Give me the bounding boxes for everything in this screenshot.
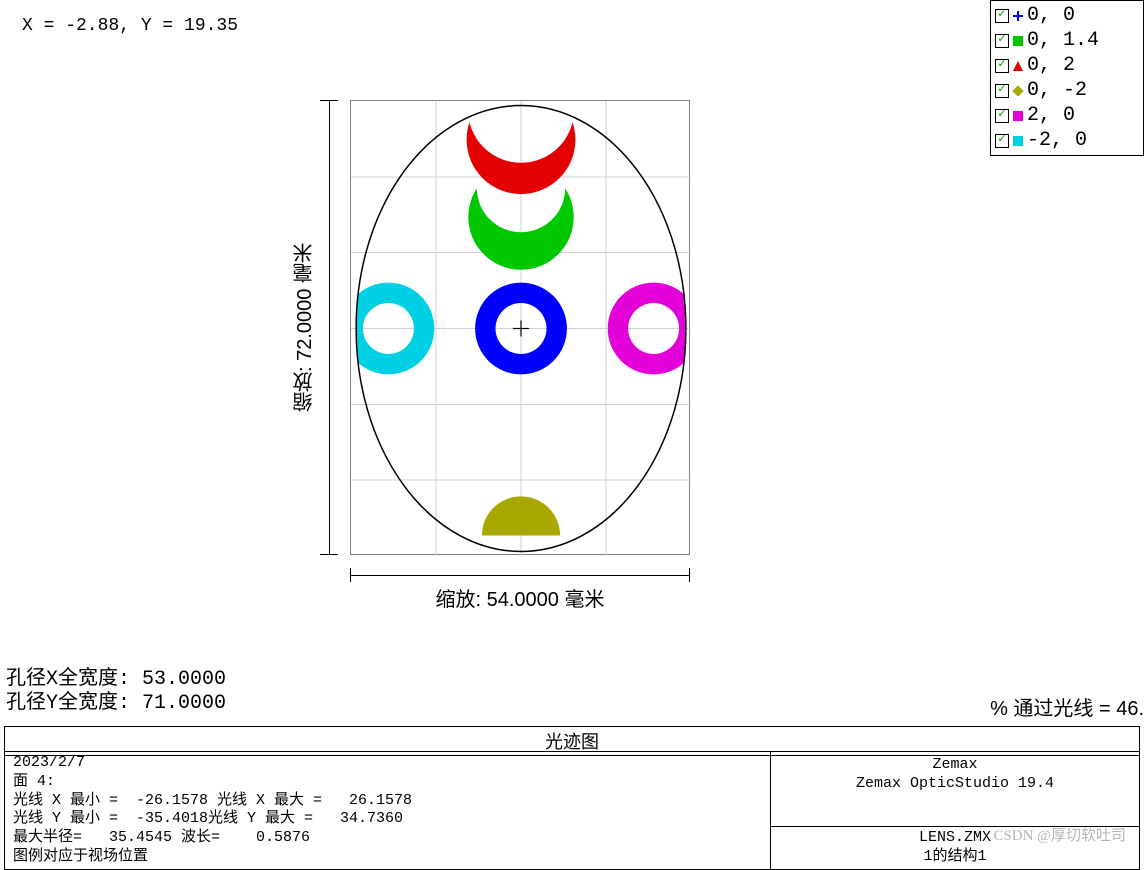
legend-label: 0, 2 <box>1027 53 1075 78</box>
pct-rays-through: % 通过光线 = 46. <box>990 692 1144 721</box>
legend-label: 0, 0 <box>1027 3 1075 28</box>
footer-left: 2023/2/7 面 4: 光线 X 最小 = -26.1578 光线 X 最大… <box>4 751 770 870</box>
legend-row[interactable]: ✓ 0, 2 <box>995 53 1139 78</box>
legend-checkbox[interactable]: ✓ <box>995 84 1009 98</box>
y-dimension-bar <box>320 100 338 555</box>
legend-label: 0, -2 <box>1027 78 1087 103</box>
coordinate-readout: X = -2.88, Y = 19.35 <box>22 16 238 36</box>
legend-checkbox[interactable]: ✓ <box>995 59 1009 73</box>
plot-area: 缩放: 72.0000 毫米 缩放: 54.0000 毫米 <box>300 100 700 600</box>
legend-marker-icon <box>1013 136 1023 146</box>
legend-checkbox[interactable]: ✓ <box>995 34 1009 48</box>
legend-marker-icon <box>1013 61 1023 71</box>
aperture-y-width: 孔径Y全宽度: 71.0000 <box>6 692 226 716</box>
config-label: 1的结构1 <box>771 848 1139 867</box>
legend-row[interactable]: ✓ -2, 0 <box>995 128 1139 153</box>
vendor-line1: Zemax <box>771 756 1139 775</box>
plot-svg <box>351 101 691 556</box>
legend-checkbox[interactable]: ✓ <box>995 9 1009 23</box>
legend-label: 0, 1.4 <box>1027 28 1099 53</box>
x-dimension-bar <box>350 568 690 582</box>
legend-checkbox[interactable]: ✓ <box>995 134 1009 148</box>
legend-label: 2, 0 <box>1027 103 1075 128</box>
x-axis-label: 缩放: 54.0000 毫米 <box>350 583 690 612</box>
footer-right: Zemax Zemax OpticStudio 19.4 LENS.ZMX 1的… <box>770 751 1140 870</box>
legend-row[interactable]: ✓ 0, 0 <box>995 3 1139 28</box>
legend-marker-icon <box>1013 111 1023 121</box>
legend-row[interactable]: ✓ 0, 1.4 <box>995 28 1139 53</box>
watermark: CSDN @厚切软吐司 <box>993 824 1126 845</box>
plot-frame <box>350 100 690 555</box>
legend-panel: ✓ 0, 0 ✓ 0, 1.4 ✓ 0, 2 ✓ 0, -2 ✓ 2, 0 ✓ -2, 0 <box>990 0 1144 156</box>
y-axis-label: 缩放: 72.0000 毫米 <box>290 100 314 555</box>
aperture-x-width: 孔径X全宽度: 53.0000 <box>6 668 226 692</box>
vendor-line2: Zemax OpticStudio 19.4 <box>771 775 1139 794</box>
footer-vendor: Zemax Zemax OpticStudio 19.4 <box>770 751 1140 827</box>
aperture-info: 孔径X全宽度: 53.0000 孔径Y全宽度: 71.0000 <box>6 668 226 715</box>
legend-checkbox[interactable]: ✓ <box>995 109 1009 123</box>
legend-label: -2, 0 <box>1027 128 1087 153</box>
legend-marker-icon <box>1013 11 1023 21</box>
legend-marker-icon <box>1012 85 1023 96</box>
legend-row[interactable]: ✓ 0, -2 <box>995 78 1139 103</box>
legend-marker-icon <box>1013 36 1023 46</box>
legend-row[interactable]: ✓ 2, 0 <box>995 103 1139 128</box>
footer-table: 2023/2/7 面 4: 光线 X 最小 = -26.1578 光线 X 最大… <box>4 751 1140 870</box>
